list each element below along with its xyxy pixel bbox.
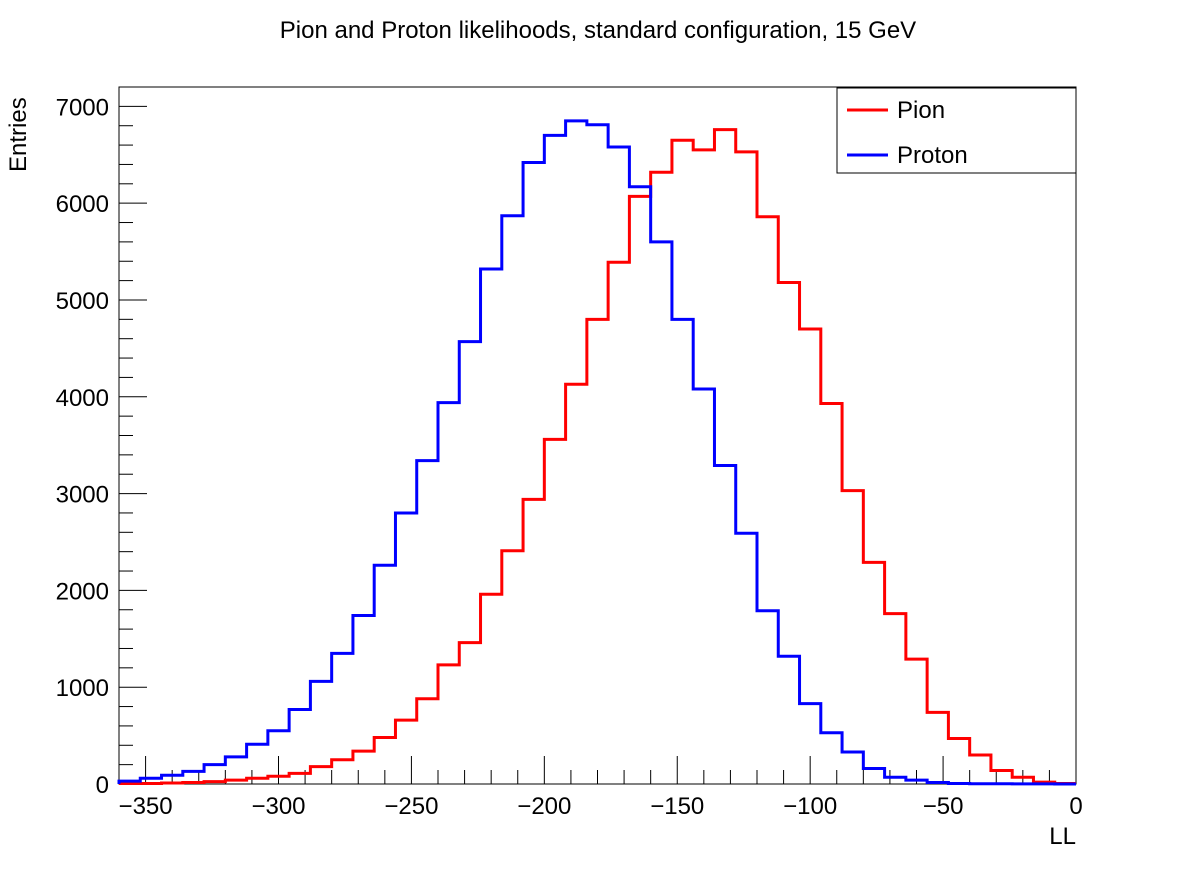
series-proton-line xyxy=(117,119,1076,786)
y-tick-label: 2000 xyxy=(56,578,109,605)
x-tick-label: −300 xyxy=(251,793,305,820)
y-tick-label: 5000 xyxy=(56,288,109,315)
legend-label-pion: Pion xyxy=(897,97,945,124)
x-tick-label: −200 xyxy=(517,793,571,820)
x-tick-label: −100 xyxy=(783,793,837,820)
y-tick-label: 6000 xyxy=(56,191,109,218)
y-tick-label: 1000 xyxy=(56,675,109,702)
axes: −350 −300 −250 −200 −150 −100 −50 0 0 1000 2000 300… xyxy=(56,86,1083,820)
x-tick-label: 0 xyxy=(1069,793,1082,820)
y-tick-label: 4000 xyxy=(56,385,109,412)
chart-title: Pion and Proton likelihoods, standard co… xyxy=(280,17,916,44)
x-tick-label: −250 xyxy=(384,793,438,820)
y-tick-label: 7000 xyxy=(56,94,109,121)
series-lines xyxy=(117,119,1076,786)
x-axis-label: LL xyxy=(1049,823,1076,850)
plot-frame xyxy=(118,86,1077,785)
x-tick-label: −150 xyxy=(650,793,704,820)
legend: Pion Proton xyxy=(836,87,1077,174)
x-tick-label: −50 xyxy=(923,793,964,820)
y-tick-label: 0 xyxy=(96,772,109,799)
y-axis-label: Entries xyxy=(5,97,32,172)
y-tick-label: 3000 xyxy=(56,482,109,509)
x-tick-label: −350 xyxy=(119,793,173,820)
series-pion-line xyxy=(117,128,1076,786)
legend-label-proton: Proton xyxy=(897,142,968,169)
legend-box xyxy=(836,87,1077,174)
